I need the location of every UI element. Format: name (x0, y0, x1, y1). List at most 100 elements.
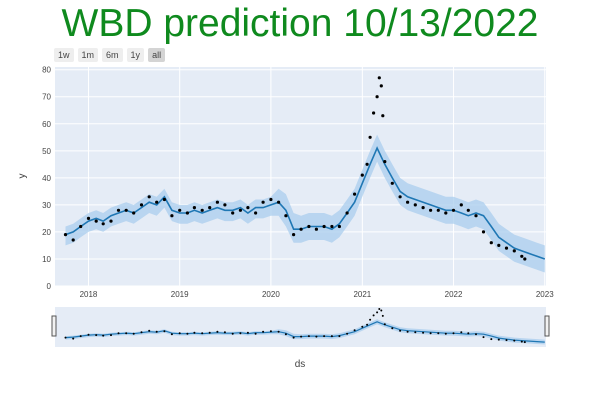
actual-point (466, 208, 470, 212)
actual-point (452, 332, 455, 335)
actual-point (365, 162, 369, 166)
actual-point (147, 195, 151, 199)
x-axis-title: ds (295, 359, 306, 370)
actual-point (513, 339, 516, 342)
actual-point (323, 335, 326, 338)
actual-point (246, 331, 249, 334)
range-slider[interactable] (55, 307, 546, 347)
actual-point (223, 331, 226, 334)
actual-point (398, 195, 402, 199)
actual-point (132, 211, 136, 215)
actual-point (72, 337, 75, 340)
actual-point (378, 308, 381, 310)
actual-point (102, 334, 105, 337)
actual-point (208, 206, 212, 210)
actual-point (277, 330, 280, 333)
actual-point (383, 323, 386, 326)
actual-point (383, 160, 387, 164)
page-title: WBD prediction 10/13/2022 (61, 2, 539, 45)
range-button-1m[interactable]: 1m (77, 48, 99, 62)
actual-point (178, 208, 182, 212)
actual-point (71, 238, 75, 242)
actual-point (63, 233, 68, 237)
actual-point (254, 211, 258, 215)
actual-point (284, 333, 287, 336)
actual-point (132, 332, 135, 335)
actual-point (481, 230, 486, 234)
actual-point (307, 335, 310, 338)
actual-point (338, 335, 341, 338)
actual-point (269, 330, 272, 333)
actual-point (422, 331, 425, 334)
x-tick-label: 2023 (536, 290, 554, 299)
actual-point (414, 331, 417, 334)
x-tick-label: 2022 (445, 290, 463, 299)
actual-point (504, 246, 509, 250)
actual-point (390, 181, 394, 185)
actual-point (116, 208, 121, 212)
actual-point (475, 333, 477, 336)
actual-point (223, 203, 227, 207)
actual-point (406, 330, 409, 333)
actual-point (284, 214, 288, 218)
x-tick-label: 2018 (80, 290, 98, 299)
actual-point (185, 211, 189, 215)
actual-point (277, 200, 281, 204)
actual-point (193, 331, 196, 334)
actual-point (460, 331, 463, 334)
actual-point (64, 336, 67, 339)
actual-point (262, 330, 265, 333)
actual-point (269, 197, 273, 202)
slider-points-group (64, 308, 526, 344)
actual-point (292, 233, 296, 237)
actual-point (505, 339, 508, 342)
range-button-1w[interactable]: 1w (54, 48, 74, 62)
actual-point (406, 200, 410, 204)
actual-point (377, 76, 381, 80)
x-tick-label: 2019 (171, 290, 189, 299)
actual-point (216, 330, 219, 333)
y-tick-label: 70 (42, 93, 51, 102)
actual-point (372, 111, 376, 115)
actual-point (162, 197, 166, 202)
actual-point (170, 333, 173, 336)
actual-point (353, 192, 357, 196)
actual-point (231, 332, 234, 335)
range-button-6m[interactable]: 6m (102, 48, 123, 62)
actual-point (208, 331, 211, 334)
actual-point (330, 224, 334, 229)
actual-point (490, 338, 493, 341)
actual-point (436, 208, 440, 212)
actual-point (467, 332, 470, 335)
actual-point (375, 95, 379, 99)
actual-point (459, 203, 463, 207)
plot-background[interactable] (55, 67, 546, 286)
actual-point (346, 332, 349, 335)
actual-point (246, 206, 250, 210)
actual-point (292, 336, 295, 339)
range-button-1y[interactable]: 1y (126, 48, 145, 62)
range-slider-right-handle[interactable] (544, 315, 550, 337)
actual-point (322, 224, 326, 229)
actual-point (155, 330, 158, 333)
range-button-all[interactable]: all (148, 48, 166, 62)
actual-point (429, 332, 432, 335)
forecast-line-group (65, 146, 546, 260)
actual-point (148, 329, 151, 332)
actual-point (79, 224, 83, 229)
actual-point (125, 332, 128, 335)
actual-point (261, 200, 265, 204)
y-tick-label: 80 (42, 66, 51, 75)
y-axis-title: y (17, 174, 28, 179)
forecast-line (65, 321, 545, 343)
actual-point (345, 211, 349, 215)
actual-point (366, 323, 369, 326)
actual-point (330, 335, 333, 338)
x-tick-labels: 2018 2019 2020 2021 2022 2023 (80, 290, 555, 299)
uncertainty-band-group (65, 134, 545, 273)
range-slider-left-handle[interactable] (51, 315, 57, 337)
y-tick-label: 0 (47, 282, 52, 291)
grid-lines (55, 67, 546, 287)
y-tick-labels: 0 10 20 30 40 50 60 70 80 (42, 66, 51, 291)
